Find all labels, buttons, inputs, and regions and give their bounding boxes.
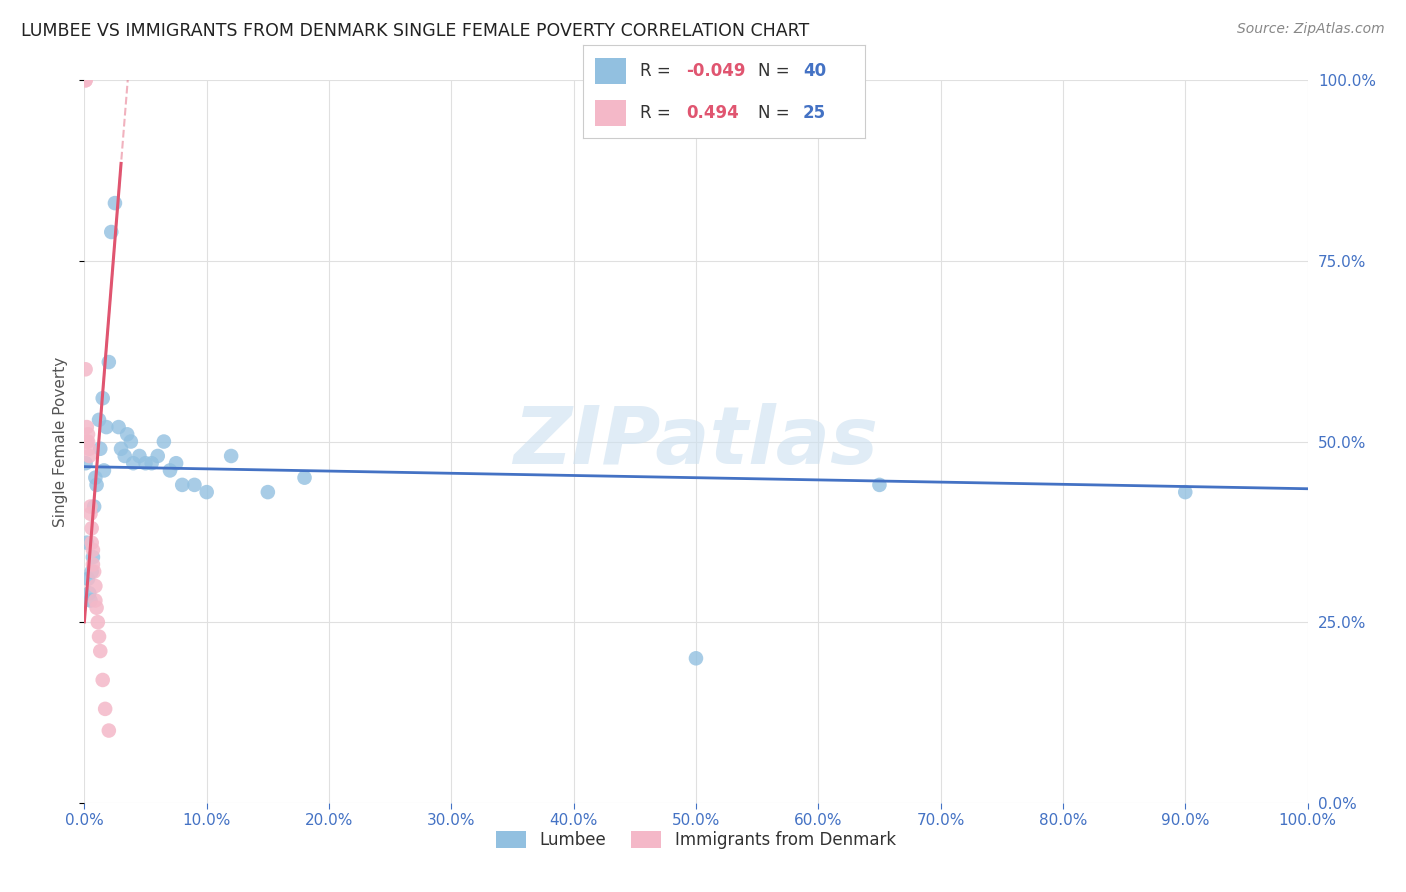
Point (77, 586, 100, 600)
Point (120, 434, 142, 449)
Point (128, 449, 150, 463)
Point (107, 420, 129, 434)
Text: N =: N = (758, 104, 794, 122)
Point (159, 463, 181, 477)
Point (82, 542, 104, 557)
Point (77, 427, 100, 442)
Text: ZIPatlas: ZIPatlas (513, 402, 879, 481)
Text: 40: 40 (803, 62, 825, 79)
Point (80, 565, 103, 579)
Point (89, 442, 111, 456)
Point (75, 362, 97, 376)
Point (83, 565, 105, 579)
Point (86, 478, 108, 492)
Point (96, 420, 118, 434)
Point (76, 420, 98, 434)
Point (219, 449, 242, 463)
Point (77, 442, 100, 456)
Point (165, 456, 187, 470)
Point (94, 702, 117, 716)
Point (294, 470, 316, 484)
Point (77, 572, 100, 586)
Text: LUMBEE VS IMMIGRANTS FROM DENMARK SINGLE FEMALE POVERTY CORRELATION CHART: LUMBEE VS IMMIGRANTS FROM DENMARK SINGLE… (21, 22, 810, 40)
FancyBboxPatch shape (595, 100, 626, 126)
Point (97, 355, 120, 369)
Text: R =: R = (640, 104, 681, 122)
Text: N =: N = (758, 62, 794, 79)
Point (172, 478, 194, 492)
Point (87, 630, 110, 644)
Point (257, 485, 280, 500)
Point (93, 463, 115, 477)
Point (84, 470, 107, 484)
Text: 25: 25 (803, 104, 825, 122)
Point (869, 478, 891, 492)
Point (135, 456, 157, 470)
Point (89, 644, 111, 658)
Point (104, 196, 127, 211)
Text: 0.494: 0.494 (686, 104, 740, 122)
Point (79, 593, 101, 607)
Point (75, 456, 97, 470)
Point (195, 485, 218, 500)
Point (75, 73, 97, 87)
Point (114, 449, 136, 463)
Point (77, 434, 100, 449)
Point (153, 434, 176, 449)
Point (97, 723, 120, 738)
Point (115, 427, 138, 442)
Point (141, 456, 163, 470)
Point (82, 558, 104, 572)
Point (82, 550, 104, 565)
Y-axis label: Single Female Poverty: Single Female Poverty (53, 357, 69, 526)
Point (685, 651, 707, 665)
Point (83, 500, 105, 514)
Point (183, 478, 205, 492)
Point (75, 73, 97, 87)
Text: R =: R = (640, 62, 676, 79)
Point (80, 521, 103, 535)
Text: Source: ZipAtlas.com: Source: ZipAtlas.com (1237, 22, 1385, 37)
Point (91, 673, 114, 687)
Point (86, 600, 108, 615)
Point (80, 535, 103, 549)
Point (91, 391, 114, 405)
Point (122, 456, 145, 470)
Point (84, 593, 107, 607)
Point (87, 615, 110, 630)
Point (100, 225, 122, 239)
Point (79, 500, 101, 514)
Point (1174, 485, 1197, 500)
Point (146, 449, 169, 463)
Text: -0.049: -0.049 (686, 62, 745, 79)
Point (110, 442, 132, 456)
FancyBboxPatch shape (595, 58, 626, 84)
Point (76, 434, 98, 449)
Point (77, 449, 100, 463)
Legend: Lumbee, Immigrants from Denmark: Lumbee, Immigrants from Denmark (489, 824, 903, 856)
Point (76, 535, 98, 549)
Point (79, 507, 101, 521)
Point (84, 579, 107, 593)
Point (87, 413, 110, 427)
